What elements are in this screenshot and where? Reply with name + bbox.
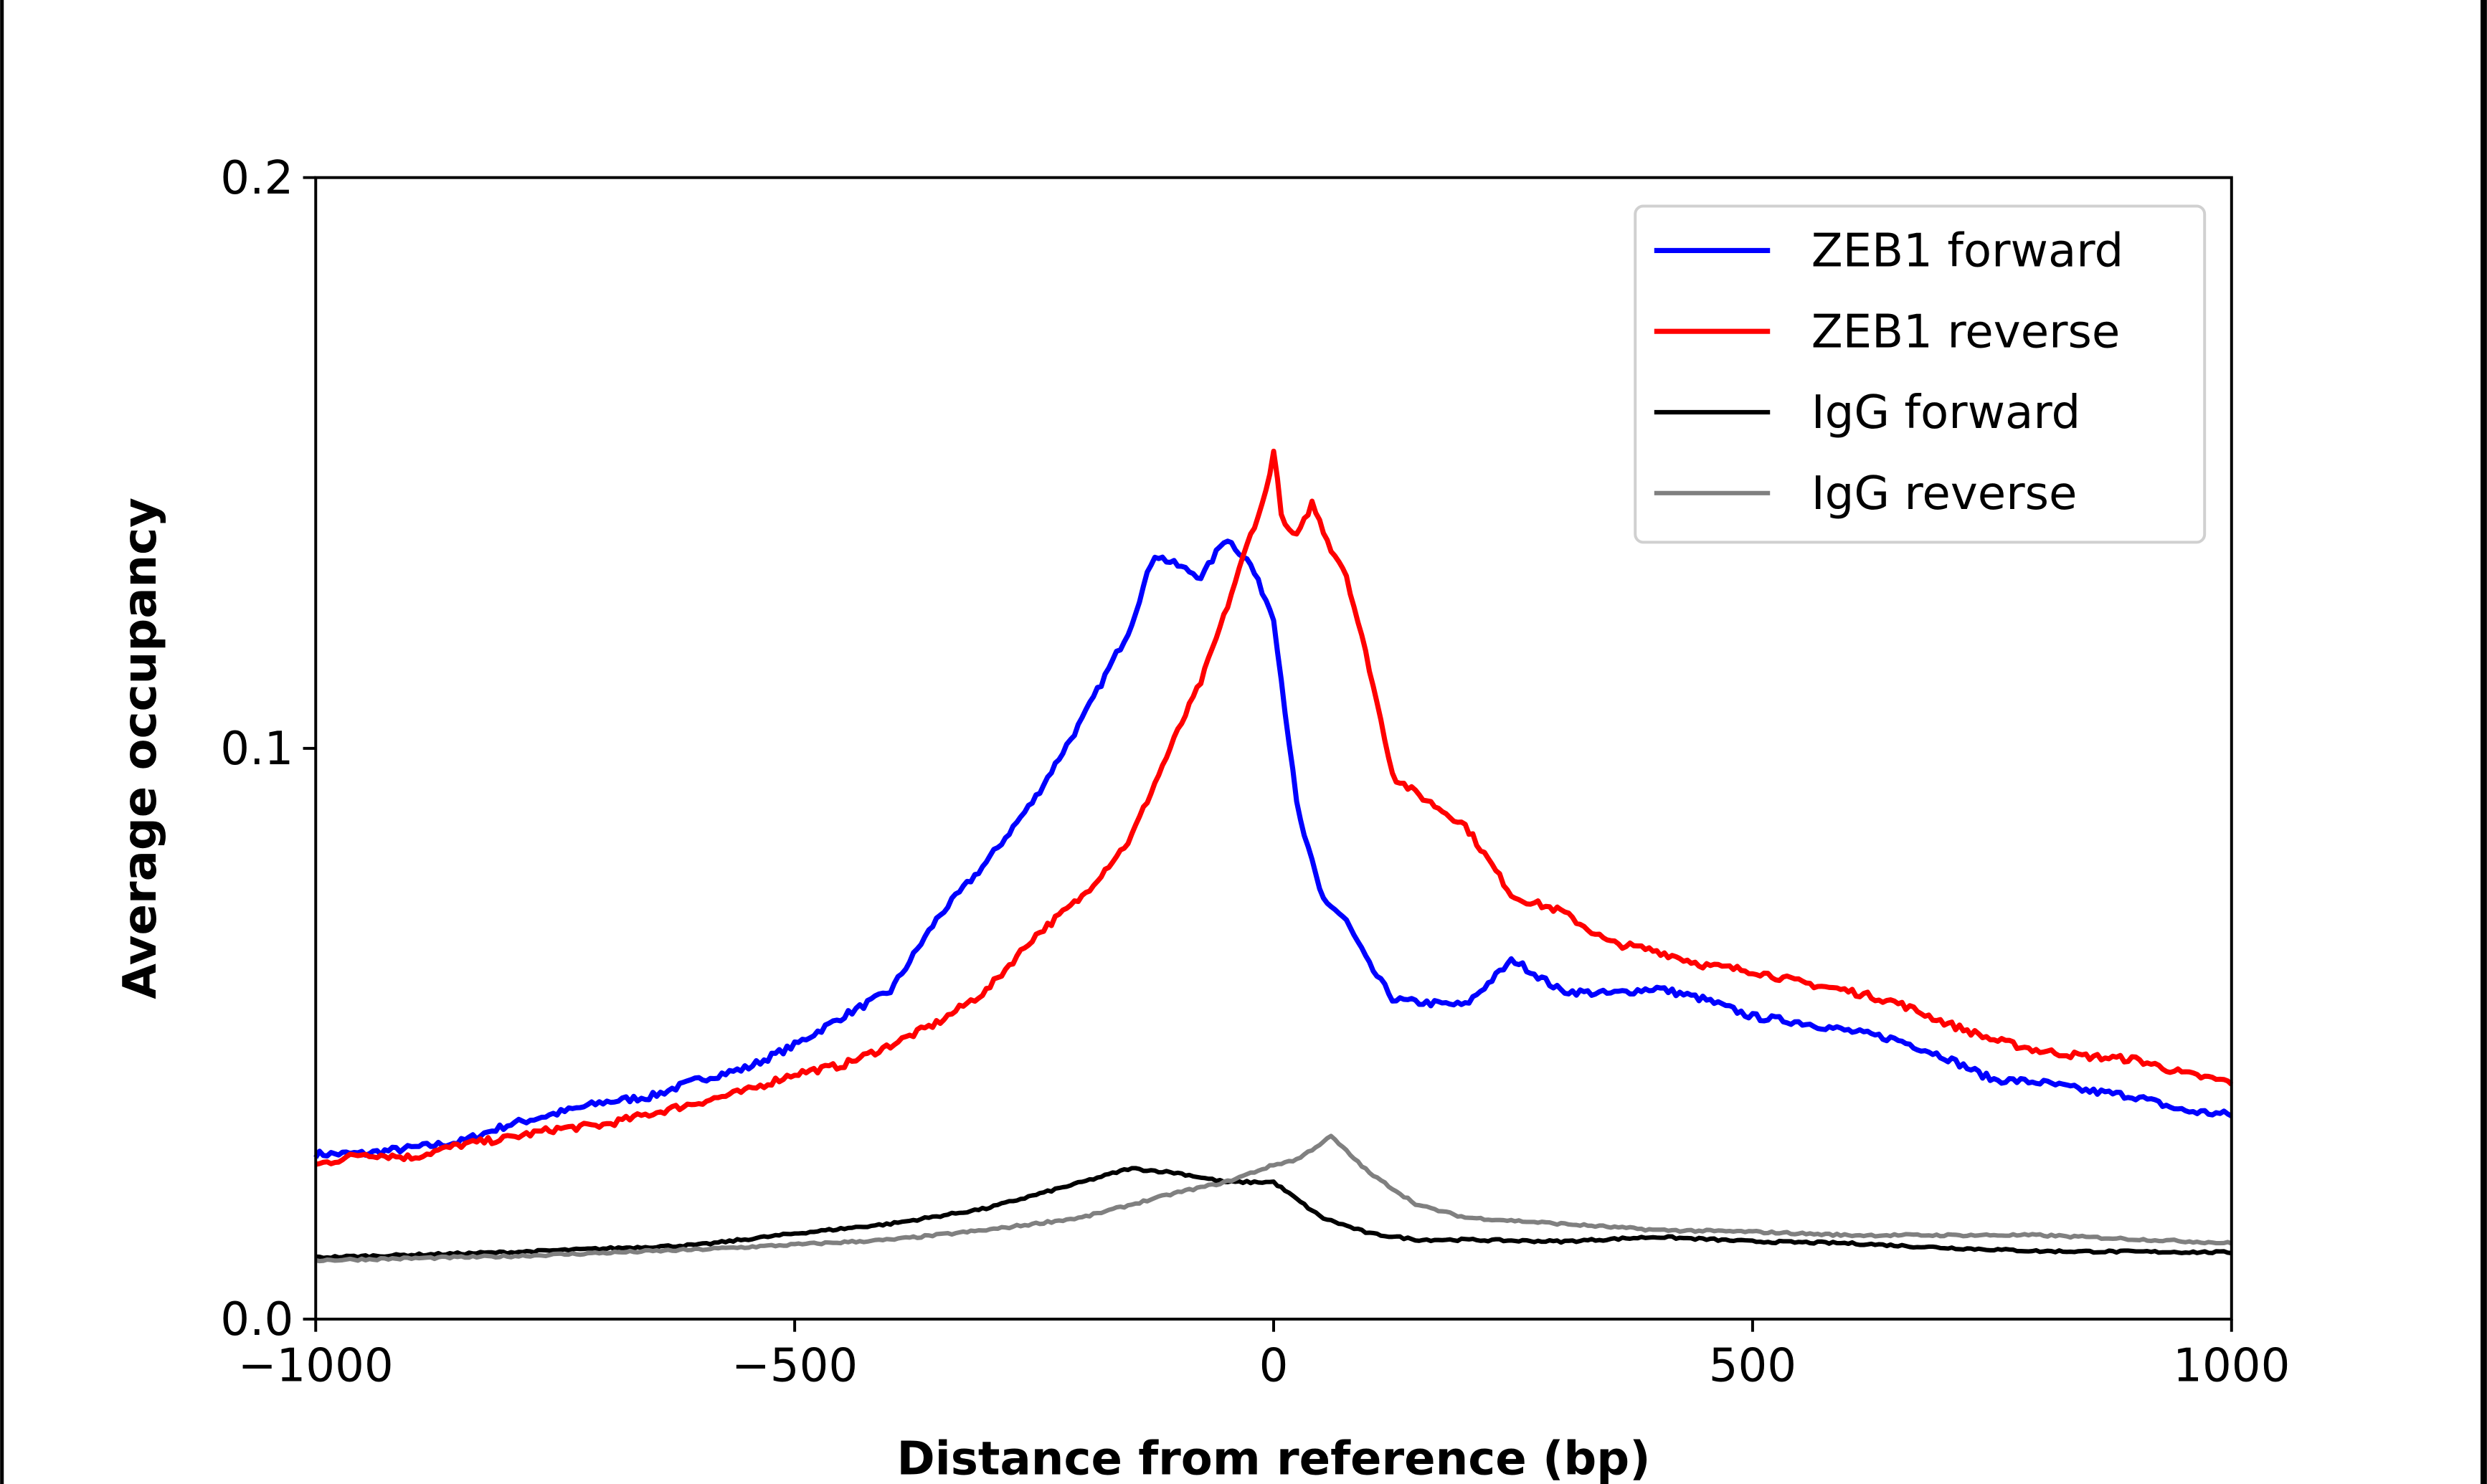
series-line-igg-forward xyxy=(316,1166,2232,1260)
x-tick-label: 500 xyxy=(1709,1338,1796,1392)
series-line-zeb1-forward xyxy=(313,538,2233,1159)
legend-label: ZEB1 reverse xyxy=(1811,305,2121,358)
legend-box xyxy=(1634,204,2207,544)
y-tick-label: 0.2 xyxy=(220,151,293,205)
series-line-zeb1-reverse xyxy=(315,448,2234,1167)
x-tick-label: −1000 xyxy=(238,1338,394,1392)
x-tick-label: −500 xyxy=(731,1338,858,1392)
left-border xyxy=(0,0,4,1484)
legend: ZEB1 forward ZEB1 reverse IgG forward IgG r… xyxy=(1634,204,2207,544)
y-tick-label: 0.0 xyxy=(220,1293,293,1346)
legend-label: IgG reverse xyxy=(1811,467,2078,520)
legend-label: ZEB1 forward xyxy=(1811,224,2123,278)
legend-label: IgG forward xyxy=(1811,386,2081,439)
right-border xyxy=(2481,0,2487,1484)
x-tick-label: 1000 xyxy=(2173,1338,2290,1392)
y-tick-label: 0.1 xyxy=(220,722,293,776)
y-axis-label: Average occupancy xyxy=(113,498,167,999)
x-axis-label: Distance from reference (bp) xyxy=(897,1432,1651,1484)
x-tick-label: 0 xyxy=(1259,1338,1289,1392)
series-line-igg-reverse xyxy=(315,1133,2232,1264)
ticks-layer: −1000 −500 0 500 1000 0.0 0.1 0.2 xyxy=(220,151,2290,1392)
series-layer xyxy=(313,448,2234,1264)
